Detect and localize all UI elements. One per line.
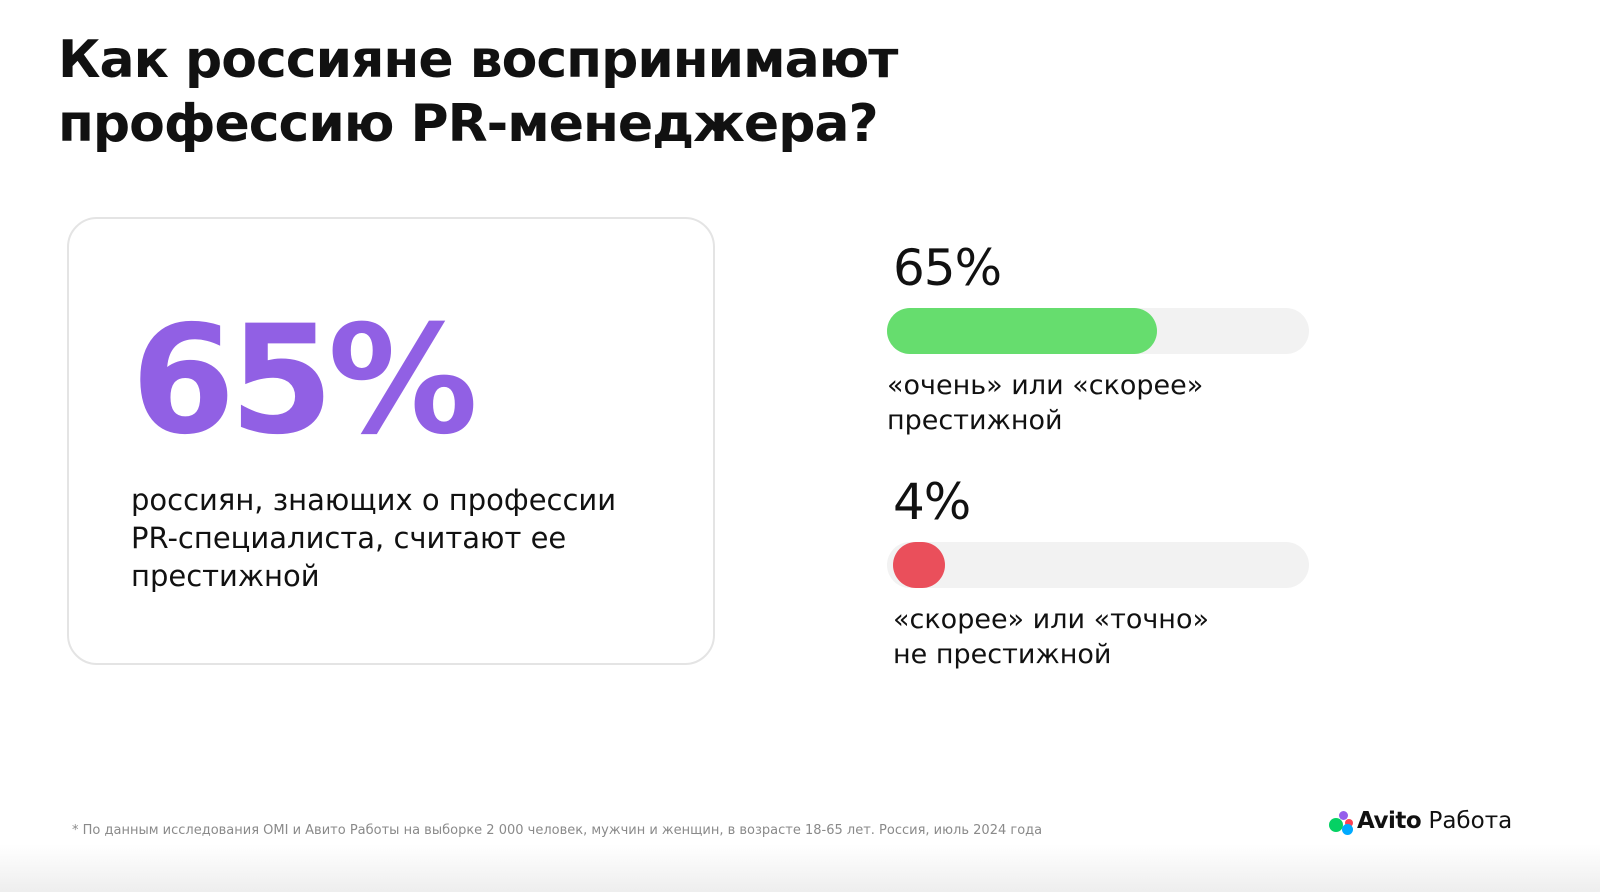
avito-dots-icon: [1329, 809, 1355, 835]
logo-wordmark: Avito Работа: [1357, 806, 1512, 836]
stat-prestigious-bar-fill: [887, 308, 1157, 354]
stat-prestigious-label-line-1: «очень» или «скорее»: [887, 370, 1204, 401]
page-title-line-1: Как россияне воспринимают: [58, 30, 898, 90]
stat-not-prestigious-label-line-2: не престижной: [893, 639, 1112, 670]
stat-not-prestigious-label: «скорее» или «точно» не престижной: [893, 602, 1327, 672]
stat-not-prestigious-label-line-1: «скорее» или «точно»: [893, 604, 1209, 635]
stat-not-prestigious: 4% «скорее» или «точно» не престижной: [887, 472, 1327, 672]
highlight-card: 65% россиян, знающих о профессии PR-спец…: [67, 217, 715, 665]
logo-brand: Avito: [1357, 808, 1422, 834]
stat-prestigious-value: 65%: [893, 239, 1002, 297]
page-title: Как россияне воспринимают профессию PR-м…: [58, 28, 1158, 156]
highlight-description: россиян, знающих о профессии PR-специали…: [131, 481, 691, 595]
logo-product: Работа: [1428, 808, 1513, 834]
highlight-description-line-1: россиян, знающих о профессии: [131, 483, 617, 517]
stat-not-prestigious-value: 4%: [893, 473, 971, 531]
stat-not-prestigious-bar-fill: [893, 542, 945, 588]
highlight-description-line-2: PR-специалиста, считают ее: [131, 521, 567, 555]
stat-not-prestigious-bar-track: [887, 542, 1309, 588]
bottom-fade: [0, 844, 1600, 892]
stat-prestigious: 65% «очень» или «скорее» престижной: [887, 238, 1327, 438]
stat-prestigious-label: «очень» или «скорее» престижной: [887, 368, 1327, 438]
stat-prestigious-label-line-2: престижной: [887, 405, 1063, 436]
highlight-value: 65%: [131, 294, 478, 468]
avito-rabota-logo: Avito Работа: [1329, 804, 1512, 838]
footnote: * По данным исследования OMI и Авито Раб…: [72, 823, 1043, 838]
stat-prestigious-bar-track: [887, 308, 1309, 354]
page-title-line-2: профессию PR-менеджера?: [58, 94, 879, 154]
highlight-description-line-3: престижной: [131, 559, 320, 593]
